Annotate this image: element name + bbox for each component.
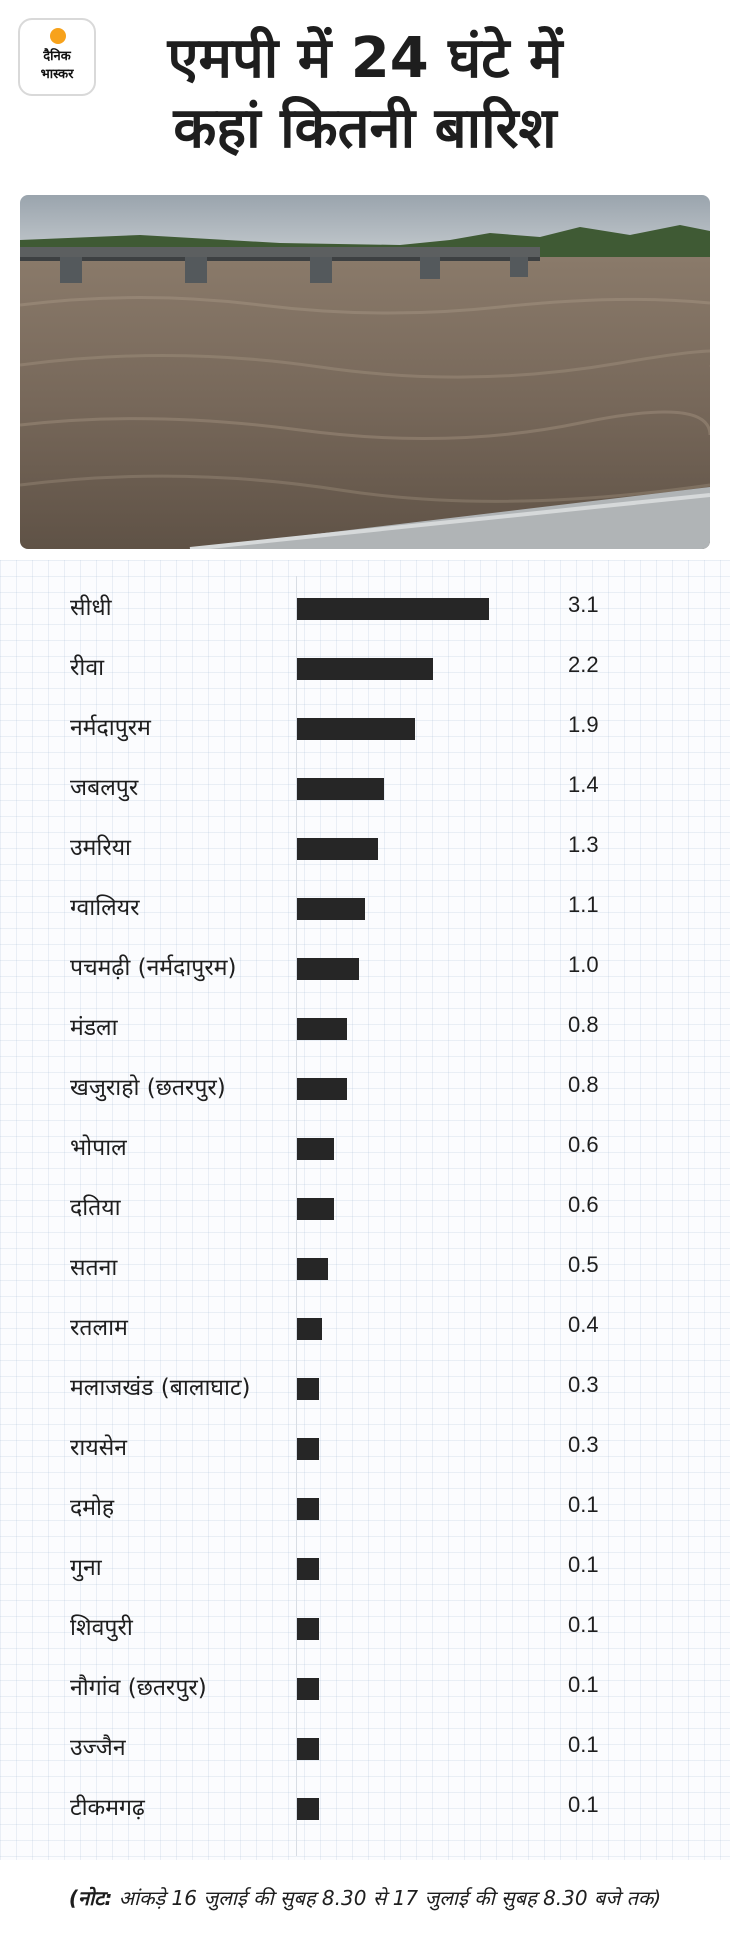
- chart-row: पचमढ़ी (नर्मदापुरम) 1.0: [0, 936, 730, 996]
- rainfall-bar: [297, 1138, 334, 1160]
- rainfall-value: 1.3: [568, 832, 599, 857]
- rainfall-value: 0.3: [568, 1432, 599, 1457]
- district-label: खजुराहो (छतरपुर): [70, 1075, 226, 1101]
- rainfall-bar: [297, 598, 489, 620]
- flood-river-image: [20, 195, 710, 549]
- rainfall-value: 0.3: [568, 1372, 599, 1397]
- rainfall-value: 0.1: [568, 1612, 599, 1637]
- rainfall-value: 3.1: [568, 592, 599, 617]
- rainfall-bar: [297, 1378, 319, 1400]
- rainfall-value: 0.8: [568, 1012, 599, 1037]
- district-label: नर्मदापुरम: [70, 715, 151, 741]
- note-text: आंकड़े 16 जुलाई की सुबह 8.30 से 17 जुलाई…: [112, 1886, 662, 1910]
- chart-row: रायसेन 0.3: [0, 1416, 730, 1476]
- chart-row: मंडला 0.8: [0, 996, 730, 1056]
- sun-icon: [50, 28, 66, 44]
- rainfall-value: 0.1: [568, 1672, 599, 1697]
- data-note: (नोट: आंकड़े 16 जुलाई की सुबह 8.30 से 17…: [0, 1884, 730, 1911]
- rainfall-value: 0.1: [568, 1552, 599, 1577]
- district-label: उमरिया: [70, 835, 132, 861]
- rainfall-bar: [297, 1258, 328, 1280]
- rainfall-bar: [297, 1198, 334, 1220]
- rainfall-bar: [297, 1318, 322, 1340]
- rainfall-value: 0.5: [568, 1252, 599, 1277]
- rainfall-bar: [297, 658, 433, 680]
- note-prefix: (नोट:: [68, 1886, 113, 1910]
- rainfall-value: 0.1: [568, 1492, 599, 1517]
- chart-row: खजुराहो (छतरपुर) 0.8: [0, 1056, 730, 1116]
- rainfall-value: 0.6: [568, 1132, 599, 1157]
- chart-row: उज्जैन 0.1: [0, 1716, 730, 1776]
- rainfall-bar: [297, 958, 359, 980]
- rainfall-bar: [297, 898, 365, 920]
- chart-axis-line: [296, 576, 297, 1856]
- rainfall-value: 1.4: [568, 772, 599, 797]
- chart-row: ग्वालियर 1.1: [0, 876, 730, 936]
- district-label: दमोह: [70, 1495, 115, 1521]
- logo-text-line2: भास्कर: [40, 67, 74, 82]
- rainfall-value: 0.4: [568, 1312, 599, 1337]
- rainfall-value: 0.1: [568, 1792, 599, 1817]
- rainfall-bar: [297, 1618, 319, 1640]
- district-label: गुना: [70, 1555, 102, 1581]
- rainfall-value: 2.2: [568, 652, 599, 677]
- chart-row: शिवपुरी 0.1: [0, 1596, 730, 1656]
- chart-row: नौगांव (छतरपुर) 0.1: [0, 1656, 730, 1716]
- district-label: पचमढ़ी (नर्मदापुरम): [70, 955, 237, 981]
- chart-row: दतिया 0.6: [0, 1176, 730, 1236]
- rainfall-value: 1.9: [568, 712, 599, 737]
- chart-row: सतना 0.5: [0, 1236, 730, 1296]
- district-label: जबलपुर: [70, 775, 139, 801]
- chart-row: रतलाम 0.4: [0, 1296, 730, 1356]
- dainik-bhaskar-logo: दैनिक भास्कर: [18, 18, 96, 96]
- rainfall-value: 0.8: [568, 1072, 599, 1097]
- rainfall-bar: [297, 1678, 319, 1700]
- chart-row: रीवा 2.2: [0, 636, 730, 696]
- flood-river-photo: [20, 195, 710, 549]
- chart-row: मलाजखंड (बालाघाट) 0.3: [0, 1356, 730, 1416]
- rainfall-bar: [297, 718, 415, 740]
- chart-row: सीधी 3.1: [0, 576, 730, 636]
- chart-row: भोपाल 0.6: [0, 1116, 730, 1176]
- page-title-line2: कहां कितनी बारिश: [173, 96, 557, 161]
- district-label: दतिया: [70, 1195, 121, 1221]
- header: दैनिक भास्कर एमपी में 24 घंटे में कहां क…: [0, 0, 730, 190]
- district-label: उज्जैन: [70, 1735, 126, 1761]
- chart-row: गुना 0.1: [0, 1536, 730, 1596]
- rainfall-value: 0.6: [568, 1192, 599, 1217]
- chart-row: टीकमगढ़ 0.1: [0, 1776, 730, 1836]
- district-label: ग्वालियर: [70, 895, 140, 921]
- rainfall-bar: [297, 1498, 319, 1520]
- rainfall-bar: [297, 1738, 319, 1760]
- rainfall-chart: सीधी 3.1 रीवा 2.2 नर्मदापुरम 1.9 जबलपुर 1.4 उमरि…: [0, 560, 730, 1860]
- rainfall-bar: [297, 1558, 319, 1580]
- district-label: शिवपुरी: [70, 1615, 133, 1641]
- district-label: मंडला: [70, 1015, 118, 1041]
- district-label: टीकमगढ़: [70, 1795, 145, 1821]
- rainfall-value: 1.1: [568, 892, 599, 917]
- rainfall-value: 1.0: [568, 952, 599, 977]
- rainfall-bar: [297, 778, 384, 800]
- page-title-line1: एमपी में 24 घंटे में: [167, 26, 563, 91]
- district-label: सीधी: [70, 595, 112, 621]
- chart-row: उमरिया 1.3: [0, 816, 730, 876]
- rainfall-value: 0.1: [568, 1732, 599, 1757]
- chart-row: नर्मदापुरम 1.9: [0, 696, 730, 756]
- rainfall-bar: [297, 1438, 319, 1460]
- rainfall-bar: [297, 1798, 319, 1820]
- district-label: रीवा: [70, 655, 105, 681]
- district-label: रायसेन: [70, 1435, 128, 1461]
- rainfall-bar: [297, 838, 378, 860]
- chart-row: जबलपुर 1.4: [0, 756, 730, 816]
- rainfall-bar: [297, 1018, 347, 1040]
- district-label: मलाजखंड (बालाघाट): [70, 1375, 251, 1401]
- rainfall-bar: [297, 1078, 347, 1100]
- district-label: रतलाम: [70, 1315, 128, 1341]
- chart-row: दमोह 0.1: [0, 1476, 730, 1536]
- district-label: नौगांव (छतरपुर): [70, 1675, 207, 1701]
- district-label: सतना: [70, 1255, 118, 1281]
- logo-text-line1: दैनिक: [43, 49, 71, 64]
- district-label: भोपाल: [70, 1135, 127, 1161]
